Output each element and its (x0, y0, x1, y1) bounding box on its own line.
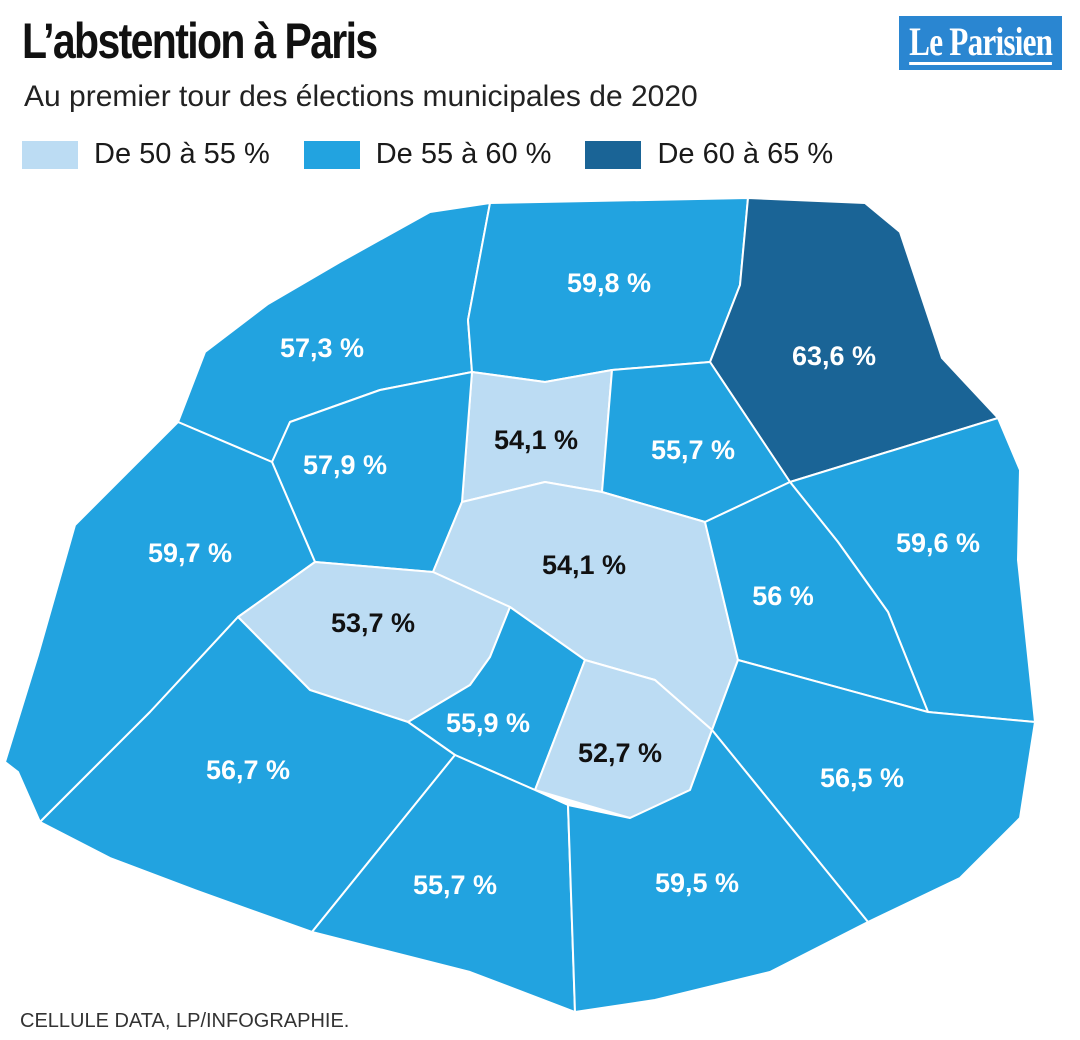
district-value-label: 55,7 % (413, 870, 497, 900)
source-credit: CELLULE DATA, LP/INFOGRAPHIE. (20, 1010, 350, 1032)
district-value-label: 54,1 % (542, 550, 626, 580)
legend-label: De 50 à 55 % (94, 138, 270, 170)
le-parisien-logo: Le Parisien (899, 16, 1062, 70)
district-south-south-east (567, 729, 869, 1013)
district-value-label: 52,7 % (578, 738, 662, 768)
district-value-label: 54,1 % (494, 425, 578, 455)
districts-layer (4, 197, 1036, 1013)
legend-item-55-60: De 55 à 60 % (303, 138, 552, 171)
district-value-label: 57,3 % (280, 333, 364, 363)
district-value-label: 55,7 % (651, 435, 735, 465)
legend-label: De 60 à 65 % (657, 138, 834, 170)
district-value-label: 56,7 % (206, 755, 290, 785)
district-value-label: 56,5 % (820, 763, 904, 793)
district-value-label: 56 % (752, 581, 814, 611)
legend-item-50-55: De 50 à 55 % (22, 138, 270, 171)
value-labels-layer: 57,3 % 59,8 % 63,6 % 54,1 % 55,7 % 57,9 % 59,7… (148, 268, 980, 900)
district-value-label: 57,9 % (303, 450, 387, 480)
legend-label: De 55 à 60 % (375, 138, 552, 170)
legend-swatch-medium (303, 140, 360, 169)
district-value-label: 59,7 % (148, 538, 232, 568)
district-value-label: 59,5 % (655, 868, 739, 898)
district-value-label: 59,6 % (896, 528, 980, 558)
district-south-west (39, 616, 456, 933)
district-value-label: 63,6 % (792, 341, 876, 371)
logo-text: Le Parisien (908, 18, 1053, 65)
legend: De 50 à 55 % De 55 à 60 % De 60 à 65 % (22, 138, 867, 171)
legend-swatch-light (22, 140, 78, 169)
map-title: L’abstention à Paris (22, 13, 378, 69)
legend-item-60-65: De 60 à 65 % (585, 138, 833, 171)
district-value-label: 55,9 % (446, 708, 530, 738)
district-value-label: 59,8 % (567, 268, 651, 298)
map-subtitle: Au premier tour des élections municipale… (24, 80, 698, 113)
district-value-label: 53,7 % (331, 608, 415, 638)
legend-swatch-dark (585, 140, 642, 169)
